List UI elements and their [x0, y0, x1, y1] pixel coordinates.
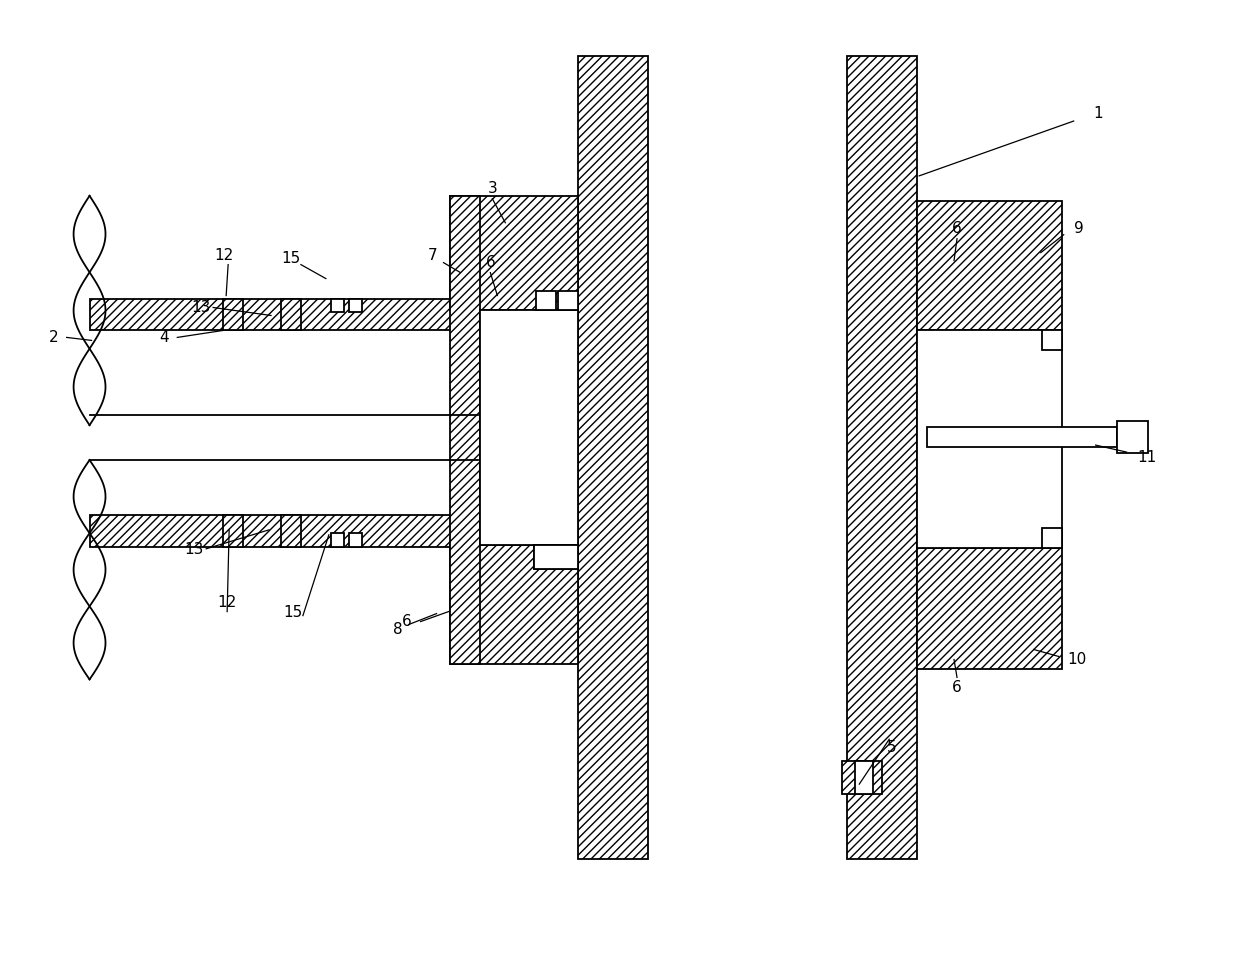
Bar	[928, 427, 1116, 447]
Text: 12: 12	[217, 595, 237, 610]
Text: 1: 1	[1094, 106, 1104, 120]
Text: 7: 7	[428, 248, 438, 264]
Bar	[842, 761, 882, 794]
Text: 12: 12	[215, 248, 234, 264]
Text: 3: 3	[487, 181, 497, 197]
Bar	[1042, 330, 1061, 350]
Bar	[536, 544, 557, 564]
Text: 5: 5	[887, 740, 897, 754]
Text: 4: 4	[160, 329, 169, 345]
Bar	[223, 299, 243, 330]
Bar	[281, 299, 301, 330]
Bar	[450, 544, 578, 665]
Bar	[536, 290, 557, 310]
Text: 13: 13	[185, 542, 203, 558]
Text: 13: 13	[191, 300, 211, 315]
Bar	[558, 290, 578, 310]
Bar	[847, 56, 918, 859]
Bar	[918, 548, 1061, 669]
Bar	[450, 196, 578, 310]
Text: 6: 6	[952, 222, 962, 236]
Text: 10: 10	[1068, 652, 1086, 667]
Bar	[450, 196, 480, 665]
Bar	[534, 544, 578, 569]
Text: 11: 11	[1137, 450, 1156, 464]
Bar	[331, 533, 343, 547]
Bar	[1116, 421, 1148, 453]
Text: 15: 15	[283, 605, 303, 620]
Bar	[534, 544, 578, 569]
Text: 15: 15	[281, 251, 300, 266]
Bar	[89, 299, 479, 330]
Bar	[856, 761, 873, 794]
Text: 2: 2	[48, 329, 58, 345]
Bar	[480, 310, 578, 544]
Bar	[281, 515, 301, 547]
Bar	[89, 515, 479, 547]
Text: 9: 9	[1074, 222, 1084, 236]
Bar	[223, 515, 243, 547]
Bar	[578, 56, 649, 859]
Text: 6: 6	[952, 680, 962, 695]
Bar	[331, 299, 343, 312]
Bar	[348, 533, 362, 547]
Text: 6: 6	[402, 614, 412, 629]
Bar	[348, 299, 362, 312]
Bar	[1042, 528, 1061, 548]
Text: 6: 6	[486, 255, 495, 270]
Bar	[918, 201, 1061, 330]
Text: 8: 8	[393, 622, 403, 637]
Bar	[918, 330, 1061, 548]
Bar	[558, 544, 578, 564]
